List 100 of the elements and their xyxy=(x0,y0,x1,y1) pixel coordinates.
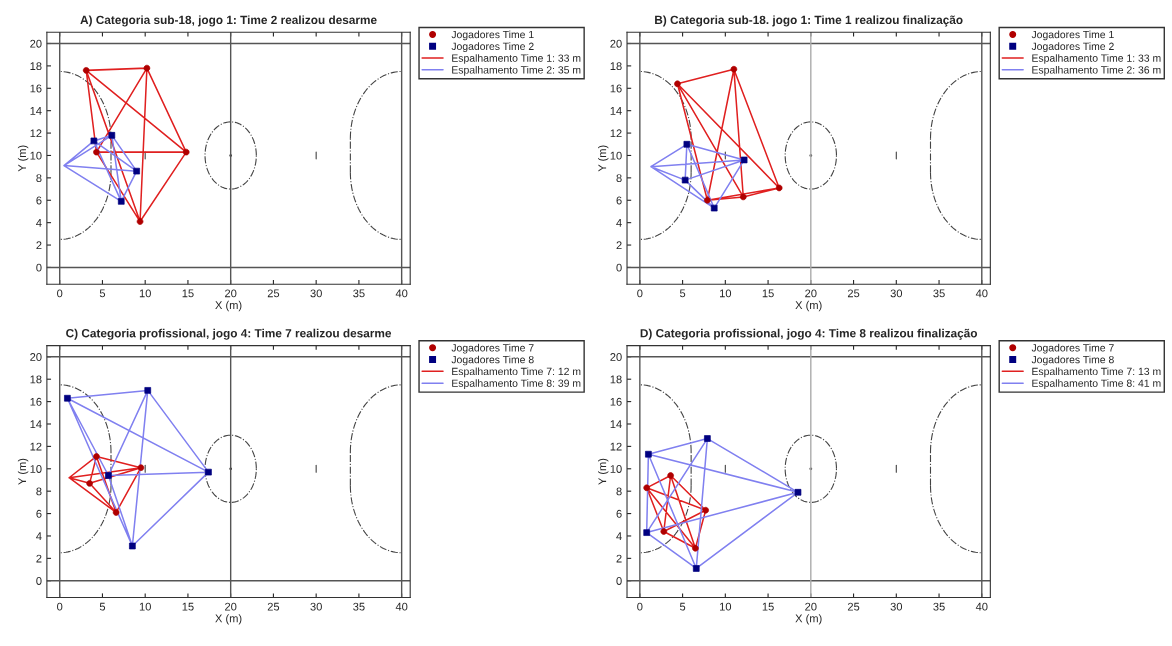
y-tick-label: 16 xyxy=(30,397,42,406)
x-tick-label: 10 xyxy=(139,289,151,298)
x-tick-label: 20 xyxy=(805,289,817,298)
y-tick-label: 10 xyxy=(30,465,42,473)
legend-label: Jogadores Time 2 xyxy=(1031,42,1114,53)
y-tick-label: 0 xyxy=(36,263,42,272)
y-tick-label: 8 xyxy=(36,487,42,496)
x-tick-label: 15 xyxy=(762,289,774,298)
x-tick-label: 35 xyxy=(933,602,945,611)
y-tick-label: 6 xyxy=(616,509,622,518)
legend-label: Jogadores Time 8 xyxy=(451,355,534,366)
x-tick-label: 40 xyxy=(975,289,988,298)
x-tick-label: 10 xyxy=(720,289,732,298)
y-axis-title: Y (m) xyxy=(598,145,609,172)
legend-label: Espalhamento Time 8: 41 m xyxy=(1032,379,1161,389)
y-tick-label: 14 xyxy=(30,420,42,429)
x-tick-label: 0 xyxy=(637,602,643,611)
y-tick-label: 16 xyxy=(610,397,622,406)
y-tick-label: 6 xyxy=(36,509,42,518)
y-tick-label: 18 xyxy=(610,375,622,384)
y-tick-label: 18 xyxy=(30,62,42,71)
y-tick-label: 16 xyxy=(30,84,42,93)
x-tick-label: 40 xyxy=(395,289,408,298)
x-tick-label: 5 xyxy=(679,602,686,611)
chart-title: A) Categoria sub-18, jogo 1: Time 2 realizou desarme xyxy=(80,15,377,27)
chart-title: B) Categoria sub-18. jogo 1: Time 1 realizou finalização xyxy=(655,15,963,27)
legend-label: Jogadores Time 7 xyxy=(1031,343,1114,354)
x-tick-label: 10 xyxy=(720,602,732,611)
x-axis-title: X (m) xyxy=(795,300,822,312)
x-tick-label: 35 xyxy=(933,289,945,298)
y-tick-label: 6 xyxy=(616,196,622,205)
x-tick-label: 15 xyxy=(182,602,194,611)
y-tick-label: 12 xyxy=(610,442,622,451)
y-tick-label: 20 xyxy=(610,39,622,48)
y-tick-label: 14 xyxy=(610,420,622,429)
x-tick-label: 0 xyxy=(57,289,63,298)
x-axis-title: X (m) xyxy=(795,614,822,625)
y-tick-label: 0 xyxy=(36,577,42,585)
x-tick-label: 20 xyxy=(805,602,817,611)
x-tick-label: 35 xyxy=(353,289,365,298)
legend-label: Jogadores Time 7 xyxy=(451,343,534,354)
y-tick-label: 20 xyxy=(30,353,42,361)
y-tick-label: 2 xyxy=(616,241,622,250)
y-axis-title: Y (m) xyxy=(598,458,609,485)
x-tick-label: 0 xyxy=(57,602,63,611)
x-tick-label: 35 xyxy=(353,602,365,611)
x-tick-label: 25 xyxy=(267,289,280,298)
legend-label: Espalhamento Time 1: 33 m xyxy=(1032,54,1161,64)
legend-label: Jogadores Time 2 xyxy=(451,42,534,53)
chart-title: C) Categoria profissional, jogo 4: Time 7 realizou desarme xyxy=(66,328,392,340)
y-tick-label: 10 xyxy=(30,151,42,160)
y-tick-label: 18 xyxy=(30,375,42,384)
x-tick-label: 30 xyxy=(890,289,903,298)
y-tick-label: 10 xyxy=(610,151,622,160)
legend-label: Jogadores Time 1 xyxy=(1031,30,1114,41)
y-tick-label: 14 xyxy=(30,107,42,115)
y-tick-label: 20 xyxy=(30,39,42,48)
x-tick-label: 30 xyxy=(310,289,322,298)
y-tick-label: 12 xyxy=(30,129,42,138)
legend-label: Jogadores Time 8 xyxy=(1031,355,1114,366)
y-tick-label: 8 xyxy=(36,174,42,182)
chart-title: D) Categoria profissional, jogo 4: Time 8 realizou finalização xyxy=(640,328,978,340)
y-tick-label: 8 xyxy=(616,487,622,496)
x-tick-label: 40 xyxy=(395,602,408,611)
y-tick-label: 4 xyxy=(36,532,42,540)
y-tick-label: 12 xyxy=(30,442,42,451)
legend-label: Espalhamento Time 7: 12 m xyxy=(452,367,581,378)
legend-label: Espalhamento Time 7: 13 m xyxy=(1032,367,1161,378)
x-tick-label: 15 xyxy=(762,602,774,611)
x-tick-label: 30 xyxy=(310,602,322,611)
x-tick-label: 10 xyxy=(139,602,151,611)
y-tick-label: 16 xyxy=(610,84,622,93)
x-tick-label: 40 xyxy=(975,602,988,611)
x-axis-title: X (m) xyxy=(215,300,242,312)
y-tick-label: 4 xyxy=(616,219,622,227)
y-axis-title: Y (m) xyxy=(17,458,29,485)
y-tick-label: 0 xyxy=(616,577,622,585)
x-tick-label: 25 xyxy=(267,602,280,611)
x-tick-label: 0 xyxy=(637,289,643,298)
x-tick-label: 5 xyxy=(99,602,106,611)
y-tick-label: 2 xyxy=(36,554,42,563)
legend-label: Espalhamento Time 8: 39 m xyxy=(452,379,581,389)
y-tick-label: 2 xyxy=(616,554,622,563)
legend-label: Espalhamento Time 2: 36 m xyxy=(1032,65,1161,76)
y-tick-label: 12 xyxy=(610,129,622,138)
legend-label: Jogadores Time 1 xyxy=(451,30,534,41)
y-tick-label: 6 xyxy=(36,196,42,205)
x-tick-label: 20 xyxy=(225,602,237,611)
x-tick-label: 5 xyxy=(679,289,686,298)
y-tick-label: 4 xyxy=(36,219,42,227)
x-axis-title: X (m) xyxy=(215,614,242,625)
y-tick-label: 20 xyxy=(610,353,622,361)
x-tick-label: 5 xyxy=(99,289,106,298)
y-tick-label: 8 xyxy=(616,174,622,182)
y-tick-label: 0 xyxy=(616,263,622,272)
legend-label: Espalhamento Time 2: 35 m xyxy=(452,65,581,76)
y-tick-label: 4 xyxy=(616,532,622,540)
x-tick-label: 20 xyxy=(225,289,237,298)
x-tick-label: 15 xyxy=(182,289,194,298)
x-tick-label: 25 xyxy=(847,289,860,298)
